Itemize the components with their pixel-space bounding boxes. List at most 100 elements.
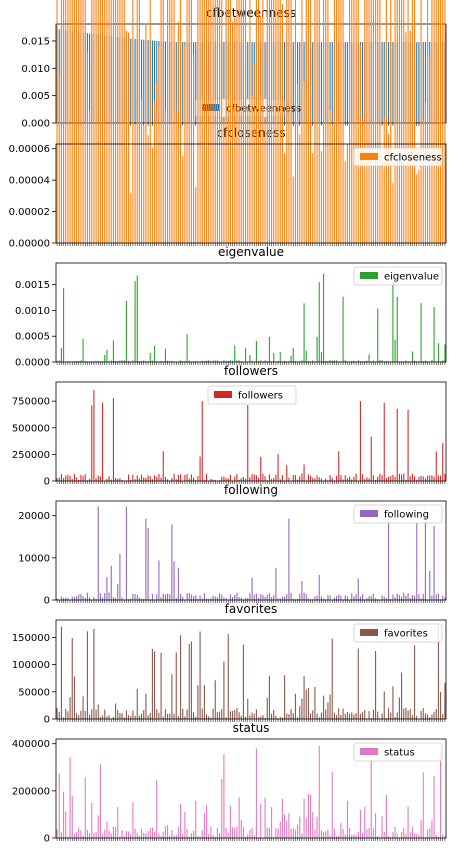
- bar: [82, 338, 84, 362]
- bar: [84, 361, 86, 362]
- bar: [253, 594, 255, 600]
- bar: [366, 477, 368, 481]
- bar: [80, 710, 82, 719]
- bar: [134, 280, 136, 362]
- bar: [63, 598, 65, 600]
- bar: [444, 0, 446, 244]
- bar: [268, 827, 270, 838]
- bar: [201, 360, 203, 362]
- bar: [303, 81, 305, 243]
- bar: [117, 478, 119, 481]
- bar: [433, 307, 435, 362]
- bar: [357, 360, 359, 362]
- bar: [125, 30, 127, 243]
- bar: [138, 478, 140, 481]
- bar: [106, 349, 108, 362]
- bar: [154, 475, 156, 481]
- bar: [273, 478, 275, 481]
- bar: [195, 800, 197, 838]
- bar: [368, 596, 370, 600]
- bar: [210, 598, 212, 600]
- legend: status: [353, 742, 443, 762]
- bar: [128, 360, 130, 362]
- bar: [76, 596, 78, 600]
- bar: [184, 475, 186, 481]
- bar: [136, 595, 138, 600]
- bar: [240, 478, 242, 481]
- bar: [128, 32, 130, 244]
- bar: [225, 0, 227, 244]
- bar: [297, 42, 299, 123]
- bar: [331, 124, 333, 243]
- bar: [383, 596, 385, 600]
- bar: [249, 593, 251, 600]
- bar: [271, 0, 273, 243]
- bar: [149, 476, 151, 481]
- legend-swatch: [214, 391, 232, 398]
- bar: [232, 597, 234, 600]
- bar: [301, 833, 303, 838]
- bar: [323, 0, 325, 244]
- bar: [203, 479, 205, 481]
- bar: [119, 553, 121, 600]
- bar: [331, 638, 333, 719]
- legend-box: [353, 504, 443, 524]
- bar: [424, 506, 426, 600]
- bar: [301, 698, 303, 719]
- legend-label: cfcloseness: [384, 153, 442, 164]
- bar: [102, 715, 104, 719]
- bar: [234, 17, 236, 244]
- bar: [392, 594, 394, 600]
- bar: [418, 835, 420, 838]
- y-tick-label: 100000: [12, 660, 50, 671]
- bar: [186, 828, 188, 838]
- bar: [364, 806, 366, 838]
- bar: [394, 339, 396, 362]
- bar: [86, 592, 88, 600]
- bar: [132, 474, 134, 481]
- bar: [325, 360, 327, 362]
- legend: eigenvalue: [353, 266, 443, 286]
- bar: [366, 0, 368, 243]
- bar: [292, 475, 294, 481]
- bar: [292, 713, 294, 719]
- bar: [188, 593, 190, 600]
- bar: [78, 0, 80, 243]
- bar: [145, 833, 147, 838]
- bar: [385, 795, 387, 838]
- bar: [175, 110, 177, 243]
- bar: [409, 708, 411, 719]
- bar: [169, 713, 171, 719]
- bar: [162, 0, 164, 243]
- bar: [232, 360, 234, 362]
- legend-swatch: [360, 153, 378, 160]
- bar: [190, 641, 192, 719]
- bar: [372, 593, 374, 600]
- bar: [182, 596, 184, 600]
- bar: [433, 525, 435, 600]
- bar: [305, 818, 307, 838]
- bar: [123, 360, 125, 362]
- legend-label: favorites: [384, 629, 428, 640]
- bar: [381, 816, 383, 838]
- bar: [119, 478, 121, 481]
- bar: [271, 597, 273, 600]
- bar: [182, 155, 184, 243]
- bar: [424, 360, 426, 362]
- bar: [134, 828, 136, 838]
- bar: [290, 0, 292, 243]
- bar: [444, 597, 446, 600]
- bar: [355, 594, 357, 600]
- bar: [281, 798, 283, 838]
- bar: [82, 596, 84, 600]
- bar: [63, 478, 65, 481]
- bar: [379, 473, 381, 481]
- bar: [310, 475, 312, 481]
- bar: [102, 834, 104, 838]
- bar: [407, 0, 409, 243]
- bar: [199, 836, 201, 838]
- bar: [277, 828, 279, 838]
- bar: [286, 0, 288, 244]
- bar: [249, 477, 251, 481]
- bar: [288, 361, 290, 362]
